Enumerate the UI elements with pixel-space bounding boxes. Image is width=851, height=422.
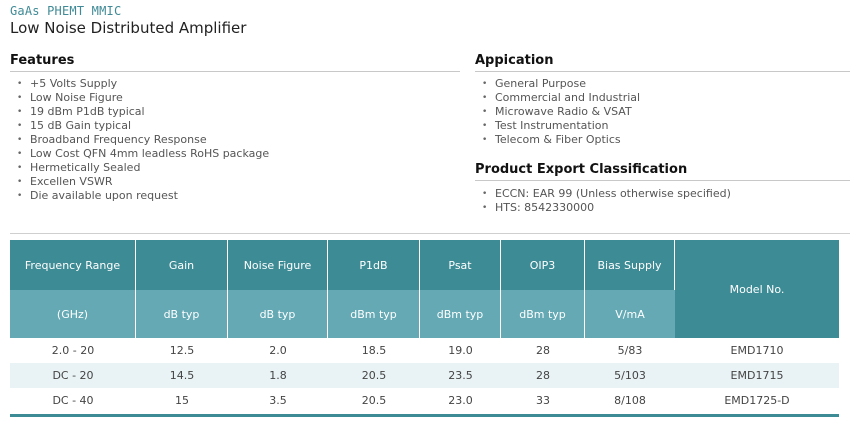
feature-item: Low Noise Figure [10,91,269,105]
cell-noise-figure: 3.5 [269,394,287,407]
application-list: General Purpose Commercial and Industria… [475,77,640,147]
unit-noise-figure: dB typ [228,290,328,338]
cell-psat: 19.0 [448,344,473,357]
model-link[interactable]: EMD1725-D [724,394,790,407]
product-subtitle: GaAs PHEMT MMIC [10,4,122,18]
table-row: DC - 40 15 3.5 20.5 23.0 33 8/108 EMD172… [10,388,839,413]
header-noise-figure: Noise Figure [228,240,328,290]
feature-item: Low Cost QFN 4mm leadless RoHS package [10,147,269,161]
unit-bias-supply: V/mA [585,290,675,338]
cell-bias-supply: 5/83 [617,344,643,357]
cell-gain: 15 [175,394,189,407]
cell-psat: 23.5 [420,363,501,388]
header-model-no: Model No. [675,240,839,338]
header-psat: Psat [420,240,501,290]
cell-oip3: 33 [536,394,550,407]
table-header-row: Frequency Range Gain Noise Figure P1dB P… [10,240,839,338]
unit-gain: dB typ [136,290,228,338]
application-item: Telecom & Fiber Optics [475,133,640,147]
application-item: Test Instrumentation [475,119,640,133]
table-row: 2.0 - 20 12.5 2.0 18.5 19.0 28 5/83 EMD1… [10,338,839,363]
feature-item: Hermetically Sealed [10,161,269,175]
application-item: General Purpose [475,77,640,91]
cell-p1db: 20.5 [361,394,387,407]
cell-frequency: DC - 20 [10,363,136,388]
feature-item: Die available upon request [10,189,269,203]
cell-gain: 14.5 [136,363,228,388]
features-heading: Features [10,53,460,72]
cell-p1db: 18.5 [361,344,387,357]
unit-p1db: dBm typ [328,290,420,338]
export-heading: Product Export Classification [475,162,850,181]
table-units-row: (GHz) dB typ dB typ dBm typ dBm typ dBm … [10,290,839,338]
feature-item: Broadband Frequency Response [10,133,269,147]
application-item: Microwave Radio & VSAT [475,105,640,119]
header-oip3: OIP3 [501,240,585,290]
export-item: ECCN: EAR 99 (Unless otherwise specified… [475,187,731,201]
cell-frequency: DC - 40 [52,394,94,407]
header-bias-supply: Bias Supply [585,240,675,290]
cell-bias-supply: 8/108 [614,394,646,407]
feature-item: 19 dBm P1dB typical [10,105,269,119]
header-frequency-range: Frequency Range [10,240,136,290]
table-row: DC - 20 14.5 1.8 20.5 23.5 28 5/103 EMD1… [10,363,839,388]
table-bottom-bar [10,414,839,417]
application-item: Commercial and Industrial [475,91,640,105]
cell-bias-supply: 5/103 [585,363,675,388]
model-link[interactable]: EMD1710 [730,344,784,357]
section-divider [10,233,850,234]
header-gain: Gain [136,240,228,290]
specs-table: Frequency Range Gain Noise Figure P1dB P… [10,240,839,413]
cell-oip3: 28 [536,344,550,357]
feature-item: Excellen VSWR [10,175,269,189]
cell-psat: 23.0 [448,394,473,407]
cell-noise-figure: 1.8 [228,363,328,388]
cell-oip3: 28 [501,363,585,388]
feature-item: +5 Volts Supply [10,77,269,91]
header-p1db: P1dB [328,240,420,290]
cell-frequency: 2.0 - 20 [51,344,95,357]
model-link[interactable]: EMD1715 [675,363,839,388]
application-heading: Appication [475,53,850,72]
feature-item: 15 dB Gain typical [10,119,269,133]
cell-gain: 12.5 [169,344,195,357]
unit-oip3: dBm typ [501,290,585,338]
page-title: Low Noise Distributed Amplifier [10,19,247,37]
export-list: ECCN: EAR 99 (Unless otherwise specified… [475,187,731,215]
unit-psat: dBm typ [420,290,501,338]
unit-frequency: (GHz) [10,290,136,338]
cell-noise-figure: 2.0 [269,344,287,357]
features-list: +5 Volts Supply Low Noise Figure 19 dBm … [10,77,269,203]
cell-p1db: 20.5 [328,363,420,388]
export-item: HTS: 8542330000 [475,201,731,215]
